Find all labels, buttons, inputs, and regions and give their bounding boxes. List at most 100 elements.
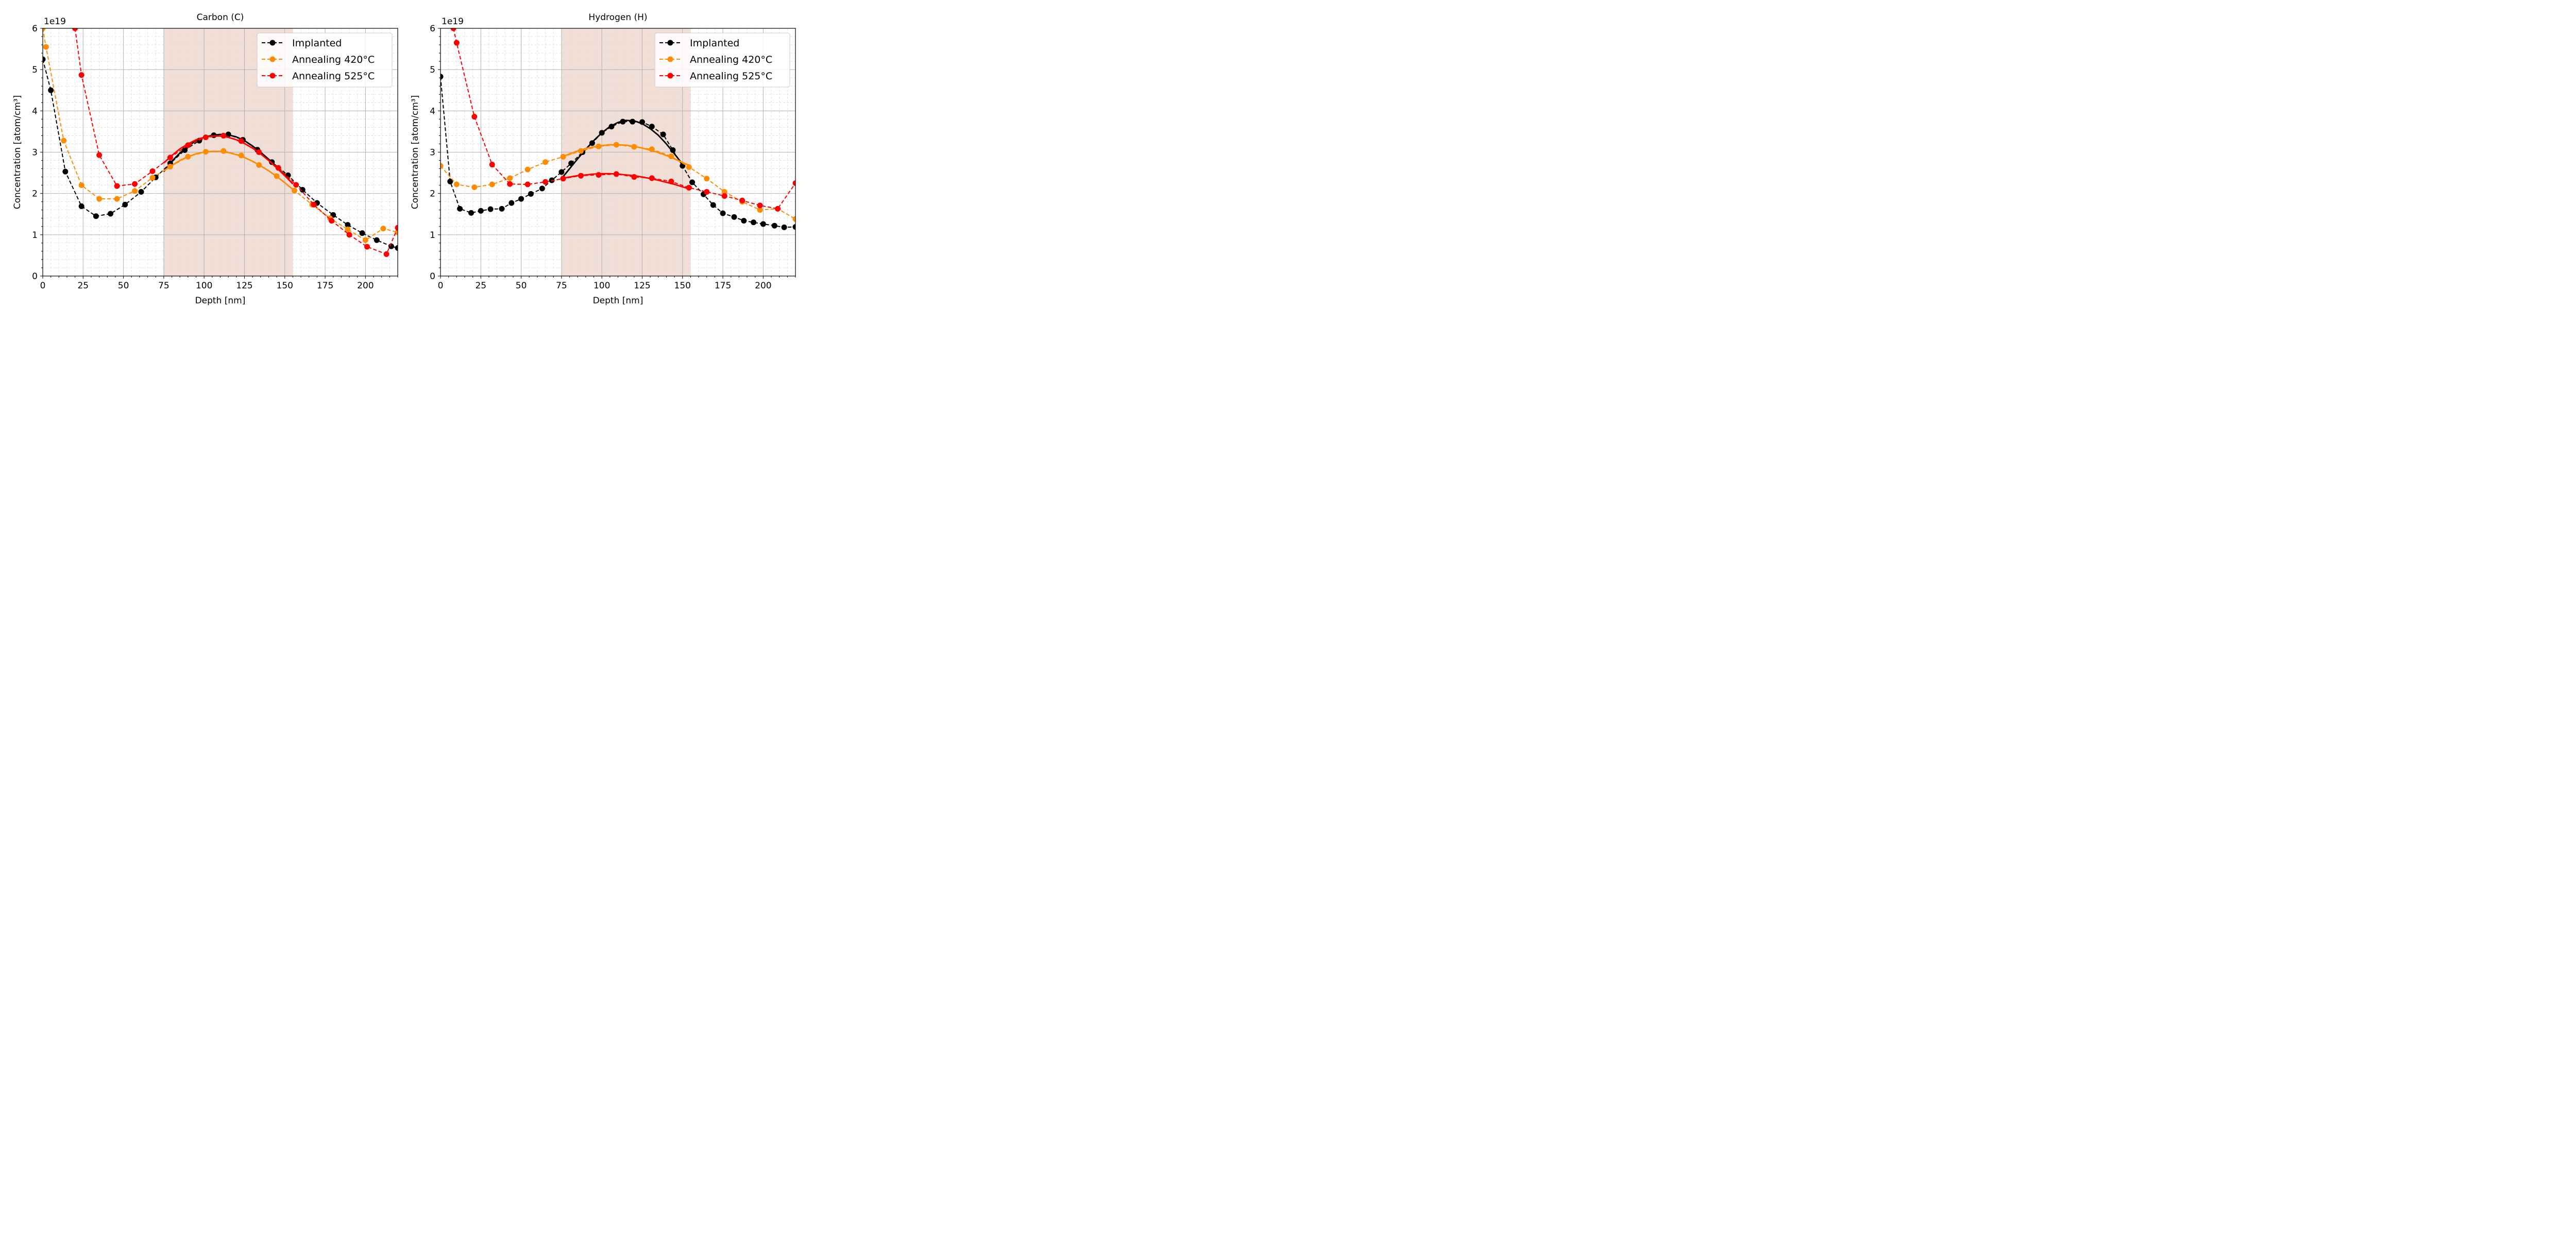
data-point xyxy=(61,138,67,144)
legend-box xyxy=(257,32,393,88)
data-point xyxy=(686,164,692,170)
legend: Implanted Annealing 420°C Annealing 525°C xyxy=(654,32,790,88)
data-point xyxy=(560,153,566,160)
data-point xyxy=(221,132,227,139)
data-point xyxy=(509,200,515,206)
data-point xyxy=(167,154,173,161)
data-point xyxy=(457,205,463,212)
data-point xyxy=(528,191,534,197)
legend-box xyxy=(654,32,790,88)
chart-title: Hydrogen (H) xyxy=(588,12,647,23)
x-tick-label: 200 xyxy=(357,281,374,291)
tick-marks xyxy=(40,28,398,279)
data-point xyxy=(689,179,696,185)
data-point xyxy=(613,171,619,177)
data-point xyxy=(275,165,281,171)
y-tick-label: 5 xyxy=(32,65,38,75)
data-point xyxy=(138,188,144,195)
data-point xyxy=(781,224,787,230)
data-point xyxy=(72,28,78,31)
data-point xyxy=(731,214,737,220)
data-point xyxy=(704,188,710,195)
legend-marker xyxy=(269,40,276,46)
y-tick-label: 2 xyxy=(32,189,38,199)
data-point xyxy=(374,237,380,243)
data-point xyxy=(599,130,605,136)
data-point xyxy=(440,163,444,169)
data-point xyxy=(383,251,389,258)
legend-item: Implanted xyxy=(659,38,739,49)
data-point xyxy=(167,164,173,170)
legend-label: Implanted xyxy=(690,38,739,49)
x-tick-label: 50 xyxy=(118,281,129,291)
data-point xyxy=(293,182,299,188)
data-point xyxy=(311,201,317,208)
legend: Implanted Annealing 420°C Annealing 525°C xyxy=(257,32,393,88)
data-point xyxy=(93,213,99,219)
data-point xyxy=(543,159,549,165)
data-point xyxy=(631,174,637,180)
data-point xyxy=(649,124,655,130)
data-point xyxy=(132,181,138,187)
data-point xyxy=(792,224,795,230)
y-tick-label: 1 xyxy=(32,230,38,241)
data-point xyxy=(507,181,513,187)
data-point xyxy=(345,226,351,232)
data-point xyxy=(132,188,138,194)
y-tick-label: 3 xyxy=(430,148,435,158)
legend-label: Implanted xyxy=(292,38,342,49)
data-point xyxy=(182,147,188,153)
y-axis-label: Concentration [atom/cm³] xyxy=(12,95,23,209)
data-point xyxy=(608,124,615,130)
x-axis-label: Depth [nm] xyxy=(593,296,643,306)
data-point xyxy=(380,226,386,232)
series-annealing-420-c xyxy=(43,28,398,243)
x-tick-label: 125 xyxy=(236,281,252,291)
y-tick-label: 0 xyxy=(32,271,38,282)
data-point xyxy=(721,193,727,199)
data-point xyxy=(739,197,745,203)
data-point xyxy=(589,140,595,146)
y-tick-label: 4 xyxy=(430,106,435,116)
data-point xyxy=(114,196,120,202)
data-point xyxy=(710,202,716,208)
data-point xyxy=(48,87,54,93)
data-point xyxy=(62,168,69,175)
data-point xyxy=(388,243,394,249)
data-point xyxy=(524,181,531,187)
legend-label: Annealing 525°C xyxy=(690,71,772,82)
data-point xyxy=(741,218,747,224)
data-point xyxy=(668,153,674,160)
data-point xyxy=(43,44,49,50)
data-point xyxy=(704,176,710,182)
data-point xyxy=(596,172,602,178)
data-point xyxy=(238,152,244,159)
data-point xyxy=(274,173,280,179)
data-point xyxy=(202,134,209,141)
x-tick-label: 0 xyxy=(438,281,444,291)
data-point xyxy=(751,219,757,226)
data-point xyxy=(487,206,494,212)
chart-title: Carbon (C) xyxy=(197,12,244,23)
data-point xyxy=(78,182,84,188)
data-point xyxy=(660,131,666,138)
plot-area xyxy=(43,28,398,258)
data-point xyxy=(185,142,191,148)
data-point xyxy=(114,183,120,189)
x-tick-label: 125 xyxy=(634,281,650,291)
data-point xyxy=(670,147,676,153)
data-point xyxy=(578,173,584,179)
x-tick-label: 50 xyxy=(516,281,527,291)
data-point xyxy=(757,202,763,209)
series-annealing-525-c xyxy=(72,28,398,258)
data-point xyxy=(202,149,209,155)
data-point xyxy=(560,176,566,182)
data-point xyxy=(43,56,46,62)
x-tick-label: 0 xyxy=(40,281,46,291)
fit-curve xyxy=(163,150,294,190)
data-point xyxy=(346,232,352,238)
data-point xyxy=(499,205,505,212)
x-axis-label: Depth [nm] xyxy=(195,296,246,306)
legend-item: Annealing 420°C xyxy=(659,54,772,65)
